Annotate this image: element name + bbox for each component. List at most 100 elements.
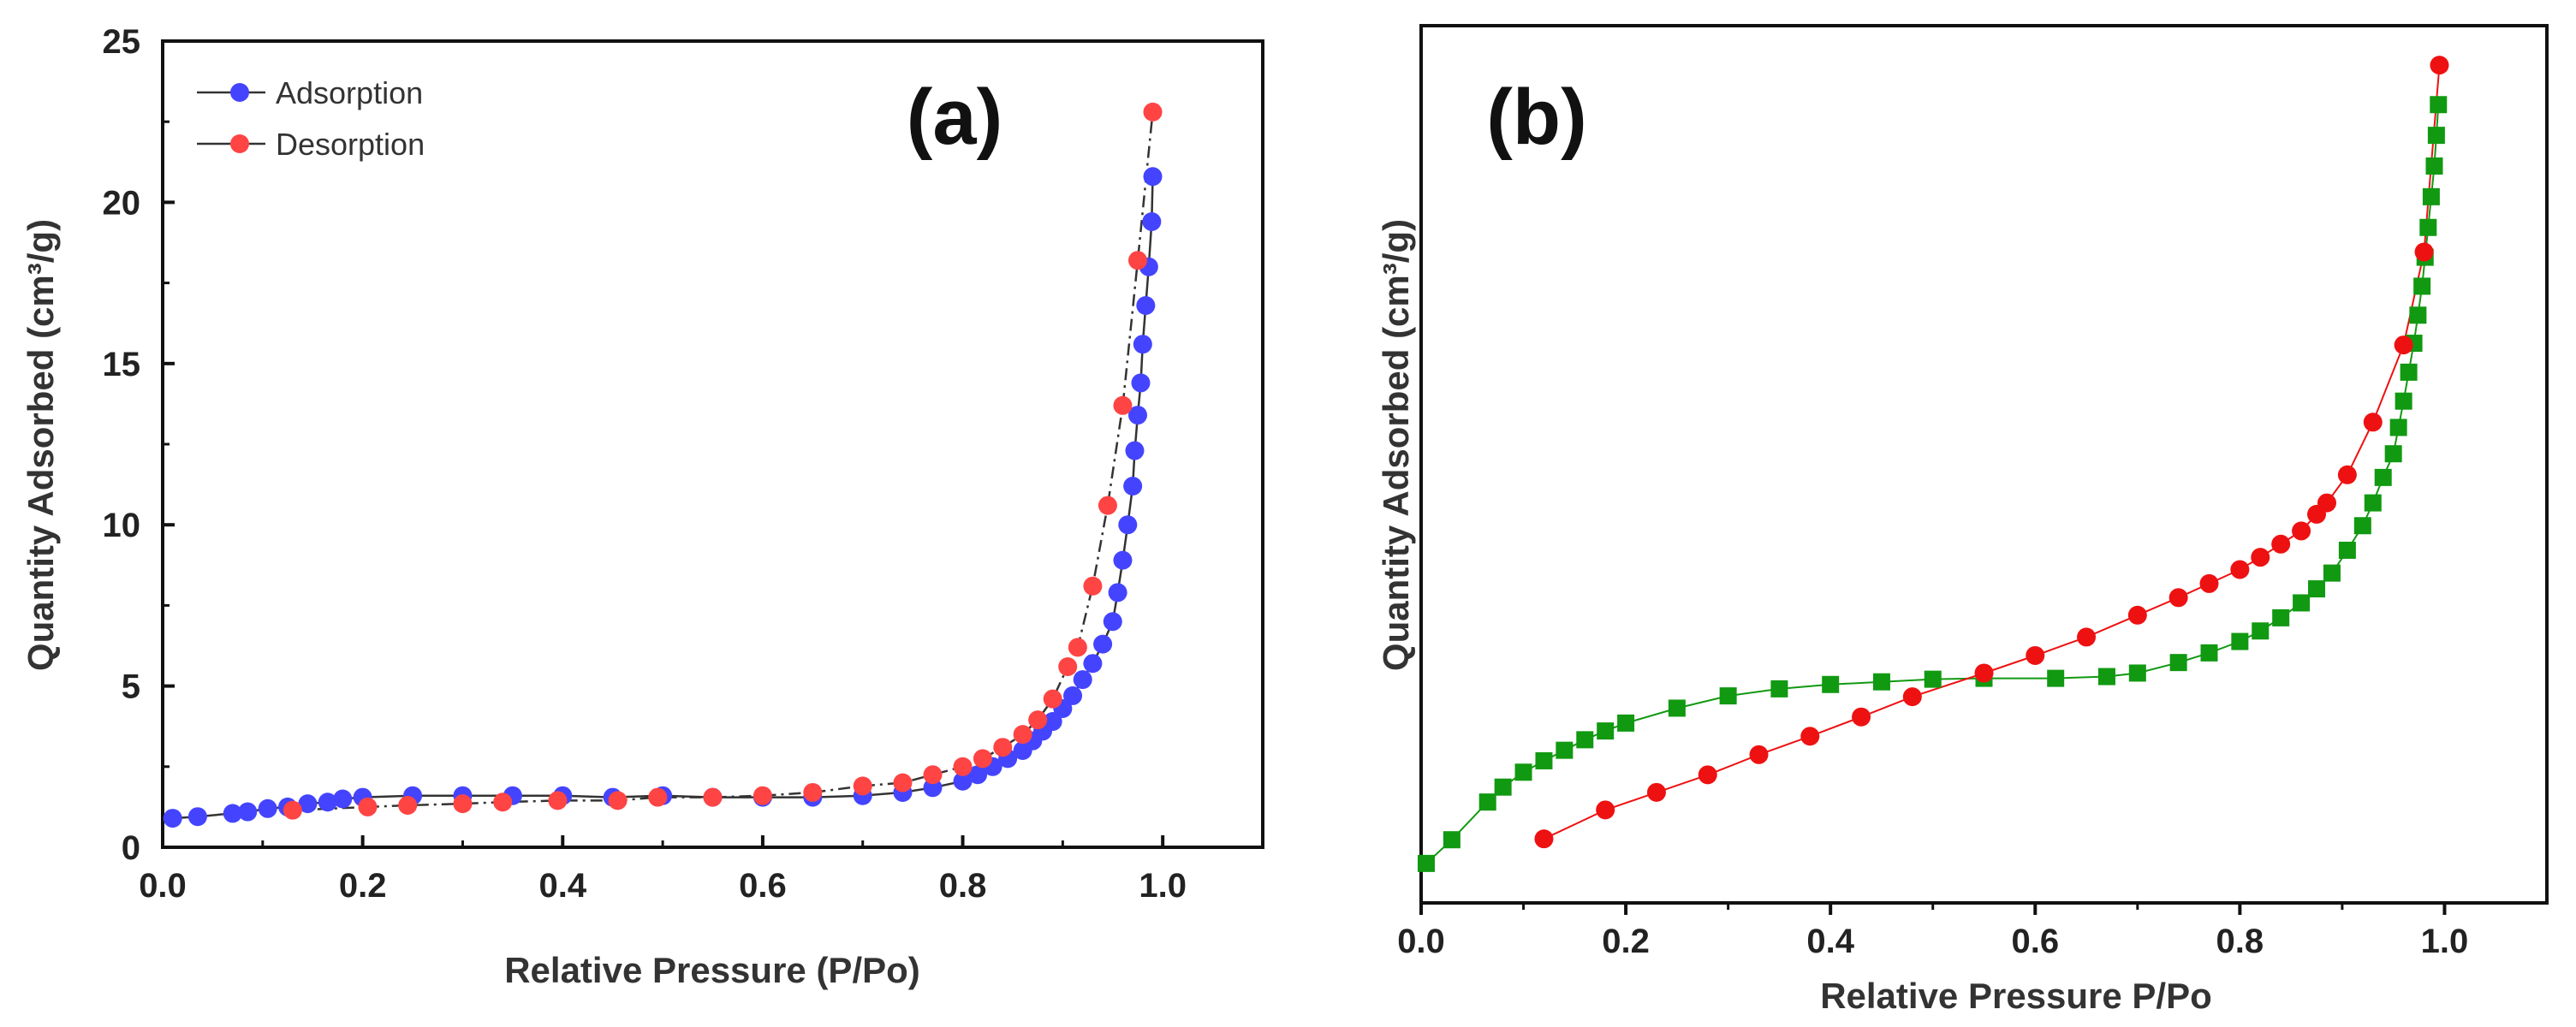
data-point: [2353, 517, 2371, 535]
data-point: [803, 782, 823, 802]
data-point: [2200, 644, 2218, 662]
x-axis-title-a: Relative Pressure (P/Po): [504, 950, 920, 990]
data-point: [2395, 392, 2412, 410]
data-point: [853, 776, 872, 796]
data-point: [163, 809, 182, 828]
data-point: [1058, 656, 1078, 676]
x-tick-label: 0.2: [1602, 923, 1650, 960]
y-axis-title-a: Quantity Adsorbed (cm³/g): [21, 219, 61, 671]
legend-label: Adsorption: [276, 75, 423, 110]
data-point: [923, 765, 943, 785]
y-ticks-a: 0 5 10 15 20 25: [103, 23, 175, 867]
series-line: [292, 111, 1154, 811]
data-point: [1534, 829, 1554, 849]
data-point: [1668, 699, 1686, 717]
data-point: [453, 794, 473, 814]
legend-marker: [230, 134, 249, 153]
y-tick-label: 20: [103, 184, 141, 222]
data-point: [2097, 668, 2115, 686]
data-point: [1127, 251, 1147, 270]
data-point: [1443, 831, 1461, 849]
x-tick-label: 1.0: [1139, 867, 1187, 905]
data-point: [1800, 727, 1820, 746]
data-point: [2364, 494, 2382, 512]
data-point: [2430, 96, 2448, 114]
y-tick-label: 25: [103, 23, 141, 61]
data-point: [1852, 707, 1871, 727]
data-point: [358, 797, 378, 816]
series-line: [1425, 104, 2440, 864]
data-point: [1417, 854, 1435, 872]
data-point: [2231, 632, 2249, 650]
data-point: [258, 798, 277, 818]
data-point: [1556, 741, 1574, 759]
data-point: [1113, 395, 1133, 415]
x-tick-label: 1.0: [2421, 923, 2469, 960]
data-point: [923, 778, 943, 798]
data-point: [1108, 583, 1127, 603]
data-point: [187, 807, 207, 827]
data-point: [953, 771, 973, 791]
data-point: [493, 793, 513, 812]
data-point: [2389, 419, 2407, 436]
data-point: [283, 800, 302, 820]
data-point: [2308, 580, 2326, 598]
data-point: [2169, 654, 2187, 672]
data-point: [298, 794, 318, 814]
data-point: [1617, 714, 1635, 732]
data-point: [1113, 550, 1133, 570]
data-point: [2338, 541, 2356, 559]
data-point: [893, 773, 913, 793]
data-point: [1596, 800, 1615, 820]
data-point: [1133, 335, 1152, 354]
data-point: [2430, 56, 2449, 75]
plot-frame-a: [161, 39, 1264, 849]
data-point: [1597, 722, 1615, 740]
x-tick-label: 0.4: [1806, 923, 1854, 960]
data-point: [993, 738, 1013, 757]
data-point: [1098, 496, 1117, 515]
data-point: [1093, 634, 1113, 654]
data-point: [1131, 373, 1151, 393]
data-point: [548, 791, 568, 810]
data-point: [1902, 687, 1922, 707]
data-point: [398, 796, 418, 816]
plot-frame-b: [1419, 24, 2549, 905]
data-point: [2252, 622, 2270, 640]
data-point: [1698, 765, 1717, 785]
data-point: [1063, 686, 1083, 705]
data-point: [1118, 515, 1138, 535]
data-point: [1974, 663, 1994, 683]
data-point: [968, 765, 988, 785]
data-point: [2414, 242, 2434, 262]
data-point: [703, 787, 723, 807]
data-point: [238, 802, 258, 822]
data-point: [1872, 673, 1890, 691]
y-tick-label: 5: [122, 668, 140, 706]
data-point: [1749, 745, 1769, 764]
data-point: [1143, 167, 1163, 187]
series-line: [1544, 65, 2441, 840]
legend-marker: [230, 83, 249, 102]
data-point: [2128, 664, 2146, 682]
data-point: [2026, 645, 2045, 665]
data-point: [2272, 608, 2290, 626]
data-point: [2077, 627, 2097, 647]
data-point: [973, 749, 992, 769]
legend-a: Adsorption Desorption: [197, 75, 425, 162]
x-tick-label: 0.2: [339, 867, 387, 905]
data-point: [1924, 670, 1942, 688]
data-point: [608, 791, 628, 810]
data-point: [2409, 306, 2427, 324]
data-point: [1576, 731, 1594, 749]
data-point: [223, 804, 242, 823]
data-point: [1083, 654, 1103, 674]
data-point: [2384, 445, 2402, 463]
data-point: [1028, 710, 1048, 730]
data-point: [318, 793, 337, 812]
chart-panel-b: 0.0 0.2 0.4 0.6 0.8 1.0 (b) Relative Pressure…: [1376, 24, 2549, 1016]
data-point: [1123, 476, 1143, 496]
x-tick-label: 0.0: [139, 867, 187, 905]
data-point: [1068, 638, 1087, 657]
data-point: [2400, 363, 2418, 381]
